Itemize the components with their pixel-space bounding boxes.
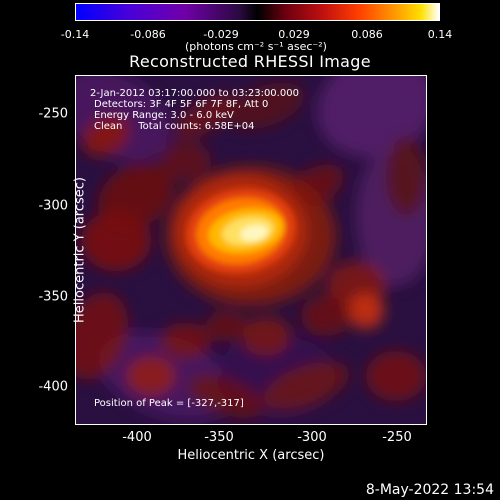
colorbar-tick: -0.14 (60, 28, 90, 41)
intensity-blob (227, 82, 305, 130)
intensity-blob (206, 311, 246, 341)
intensity-blob (317, 76, 426, 158)
intensity-blob (366, 351, 426, 401)
y-tick-label: -350 (38, 289, 68, 305)
time-range-text: 2-Jan-2012 03:17:00.000 to 03:23:00.000 (90, 88, 299, 99)
intensity-blob (348, 293, 384, 329)
y-axis-label: Heliocentric Y (arcsec) (72, 177, 88, 323)
x-tick-label: -350 (204, 430, 234, 445)
colorbar-tick: 0.14 (427, 28, 453, 41)
x-axis-label: Heliocentric X (arcsec) (177, 448, 325, 463)
intensity-blob (263, 361, 349, 411)
intensity-blob (126, 356, 176, 396)
intensity-blob (76, 292, 129, 380)
image-title: Reconstructed RHESSI Image (129, 52, 371, 71)
peak-position-text: Position of Peak = [-327,-317] (94, 398, 244, 409)
energy-range-text: Energy Range: 3.0 - 6.0 keV (94, 110, 234, 121)
generated-date: 8-May-2022 13:54 (365, 482, 494, 498)
intensity-blob (81, 211, 151, 271)
intensity-blob (82, 116, 130, 156)
y-tick-label: -400 (38, 379, 68, 395)
intensity-blob (161, 323, 211, 359)
y-tick-label: -300 (38, 198, 68, 214)
y-tick-label: -250 (38, 106, 68, 122)
x-tick-label: -250 (382, 430, 412, 445)
intensity-blob (386, 136, 426, 216)
colorbar-tick: -0.086 (130, 28, 166, 41)
intensity-blob (301, 296, 351, 336)
method-counts-text: Clean Total counts: 6.58E+04 (94, 121, 255, 132)
rhessi-map (76, 76, 426, 424)
x-tick-label: -400 (122, 430, 152, 445)
colorbar-tick: 0.029 (278, 28, 310, 41)
intensity-blob (241, 316, 291, 356)
intensity-blob (187, 374, 265, 418)
intensity-blob (174, 94, 238, 138)
colorbar-unit-label: (photons cm⁻² s⁻¹ asec⁻²) (185, 40, 327, 53)
detectors-text: Detectors: 3F 4F 5F 6F 7F 8F, Att 0 (94, 99, 269, 110)
intensity-blob (161, 141, 211, 181)
colorbar (75, 3, 440, 21)
colorbar-tick: -0.029 (203, 28, 239, 41)
x-tick-label: -300 (297, 430, 327, 445)
intensity-blob (240, 224, 268, 242)
colorbar-tick: 0.086 (351, 28, 383, 41)
rhessi-image: 2-Jan-2012 03:17:00.000 to 03:23:00.000 … (75, 75, 427, 425)
